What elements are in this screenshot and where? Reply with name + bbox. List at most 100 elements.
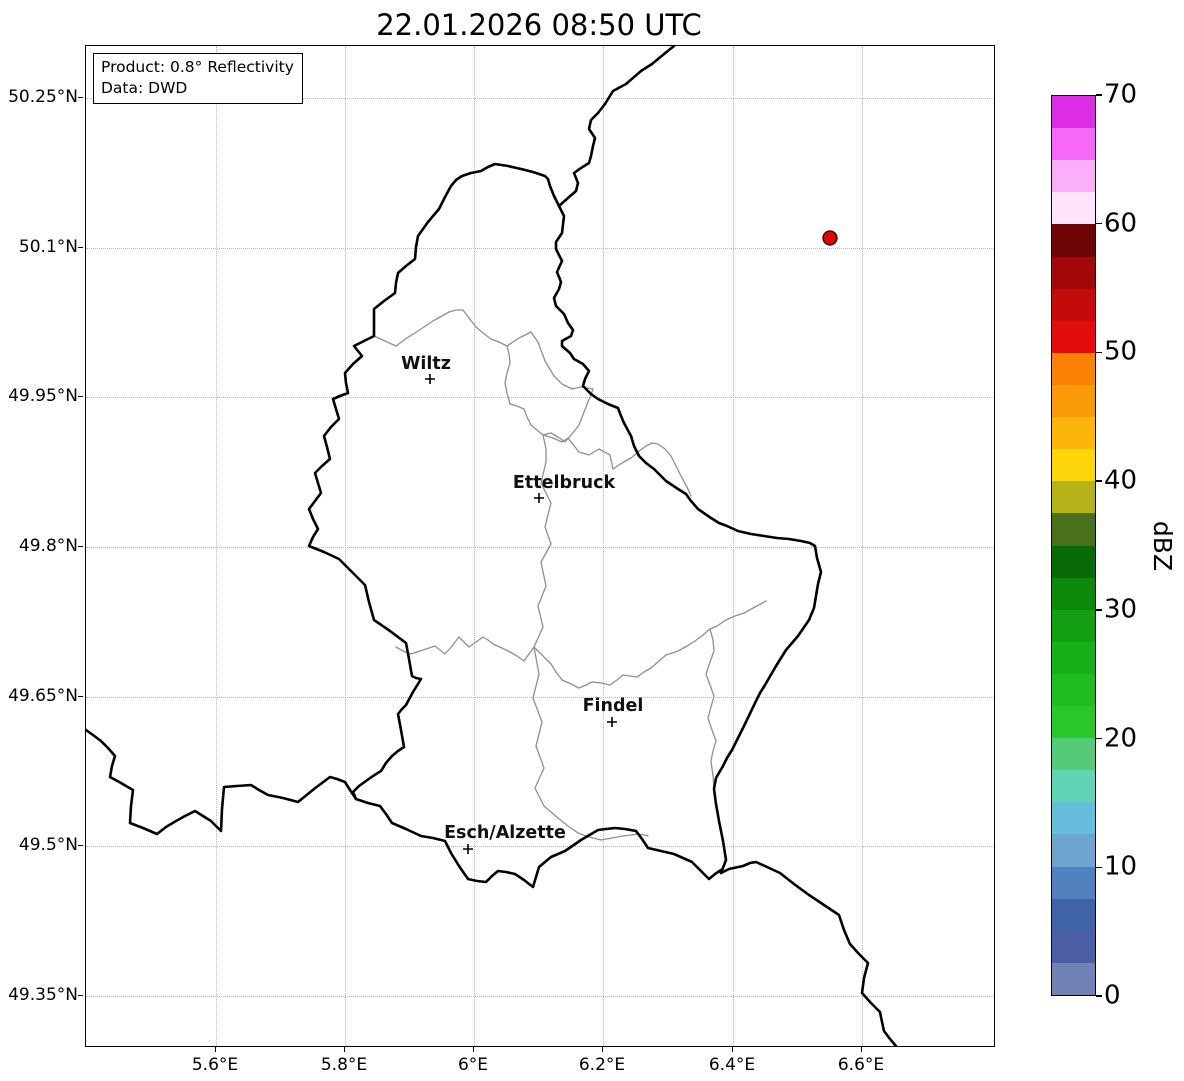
product-info-box: Product: 0.8° Reflectivity Data: DWD (93, 53, 303, 104)
x-axis-tick (602, 1047, 604, 1052)
country-border-path (86, 728, 358, 836)
colorbar-segment (1052, 127, 1095, 161)
reflectivity-colorbar (1051, 95, 1096, 996)
x-axis-tick (861, 1047, 863, 1052)
colorbar-segment (1052, 416, 1095, 450)
y-axis-tick-label: 50.1°N (18, 237, 78, 257)
y-axis-tick (78, 696, 83, 698)
city-label: Findel (583, 696, 644, 716)
district-border-path (506, 331, 594, 390)
colorbar-tick-label: 0 (1104, 980, 1121, 1011)
colorbar-segment (1052, 866, 1095, 899)
x-axis-tick-label: 6.2°E (578, 1055, 626, 1075)
y-axis-tick-label: 50.25°N (8, 87, 78, 107)
page-title: 22.01.2026 08:50 UTC (376, 8, 702, 42)
gridline-vertical (474, 46, 475, 1046)
city-marker-icon (463, 844, 473, 854)
map-plot-area: Wiltz Ettelbruck Findel Esch/Alzette Produc… (85, 45, 995, 1047)
x-axis-tick (473, 1047, 475, 1052)
colorbar-tick-label: 20 (1104, 722, 1138, 753)
gridline-vertical (216, 46, 217, 1046)
colorbar-segment (1052, 95, 1095, 129)
gridline-vertical (862, 46, 863, 1046)
y-axis-tick (78, 247, 83, 249)
colorbar-tick (1096, 351, 1102, 354)
district-border-path (533, 646, 652, 689)
colorbar-segment (1052, 320, 1095, 353)
city-marker-icon (534, 493, 544, 503)
colorbar-segment (1052, 352, 1095, 385)
gridline-vertical (345, 46, 346, 1046)
x-axis-tick (215, 1047, 217, 1052)
y-axis-tick (78, 396, 83, 398)
colorbar-tick (1096, 480, 1102, 482)
district-border-path (373, 309, 511, 405)
gridline-horizontal (86, 98, 994, 99)
gridline-horizontal (86, 996, 994, 997)
colorbar-tick (1096, 866, 1102, 868)
colorbar-segment (1052, 577, 1095, 610)
colorbar-tick-label: 50 (1104, 336, 1138, 367)
colorbar-segment (1052, 930, 1095, 963)
colorbar-tick (1096, 223, 1102, 225)
colorbar-segment (1052, 609, 1095, 642)
y-axis-tick (78, 845, 83, 847)
district-border-path (395, 636, 535, 662)
district-border-path (650, 600, 767, 669)
colorbar-segment (1052, 191, 1095, 225)
district-border-path (533, 434, 552, 648)
y-axis-tick-label: 49.5°N (18, 835, 78, 855)
y-axis-tick (78, 995, 83, 997)
city-marker-icon (607, 717, 617, 727)
colorbar-segment (1052, 673, 1095, 707)
city-label: Wiltz (401, 354, 451, 374)
colorbar-segment (1052, 224, 1095, 257)
colorbar-tick-label: 70 (1104, 79, 1138, 110)
y-axis-tick (78, 97, 83, 99)
colorbar-segment (1052, 288, 1095, 321)
country-border-path (307, 162, 723, 889)
city-label: Ettelbruck (513, 473, 616, 493)
product-info-line: Product: 0.8° Reflectivity (101, 58, 294, 76)
y-axis-tick-label: 49.65°N (8, 686, 78, 706)
map-canvas: Wiltz Ettelbruck Findel Esch/Alzette (86, 46, 994, 1046)
colorbar-tick (1096, 995, 1102, 997)
country-border-path (552, 46, 898, 1046)
district-border-path (509, 388, 594, 443)
colorbar-unit-label: dBZ (1148, 520, 1177, 572)
colorbar-segment (1052, 159, 1095, 193)
y-axis-tick-label: 49.8°N (18, 536, 78, 556)
gridline-horizontal (86, 397, 994, 398)
colorbar-tick (1096, 94, 1102, 96)
x-axis-tick-label: 6.4°E (708, 1055, 756, 1075)
colorbar-segment (1052, 705, 1095, 739)
colorbar-segment (1052, 545, 1095, 578)
map-svg: Wiltz Ettelbruck Findel Esch/Alzette (86, 46, 898, 1046)
colorbar-segment (1052, 962, 1095, 995)
gridline-horizontal (86, 248, 994, 249)
colorbar-segment (1052, 801, 1095, 835)
colorbar-segment (1052, 512, 1095, 546)
colorbar-tick-label: 10 (1104, 851, 1138, 882)
gridline-vertical (603, 46, 604, 1046)
data-source-line: Data: DWD (101, 78, 188, 97)
y-axis-tick-label: 49.95°N (8, 386, 78, 406)
colorbar-tick (1096, 737, 1102, 740)
gridline-horizontal (86, 697, 994, 698)
district-border-path (612, 442, 692, 497)
colorbar-tick-label: 40 (1104, 465, 1138, 496)
colorbar-segment (1052, 448, 1095, 482)
colorbar-segment (1052, 834, 1095, 867)
radar-echo-point (822, 230, 838, 246)
colorbar-segment (1052, 480, 1095, 514)
colorbar-tick-label: 30 (1104, 594, 1138, 625)
colorbar-tick (1096, 609, 1102, 611)
x-axis-tick-label: 5.8°E (320, 1055, 368, 1075)
city-marker-icon (425, 374, 435, 384)
gridline-horizontal (86, 547, 994, 548)
x-axis-tick-label: 5.6°E (191, 1055, 239, 1075)
district-border-path (532, 646, 649, 841)
x-axis-tick (344, 1047, 346, 1052)
colorbar-segment (1052, 898, 1095, 931)
